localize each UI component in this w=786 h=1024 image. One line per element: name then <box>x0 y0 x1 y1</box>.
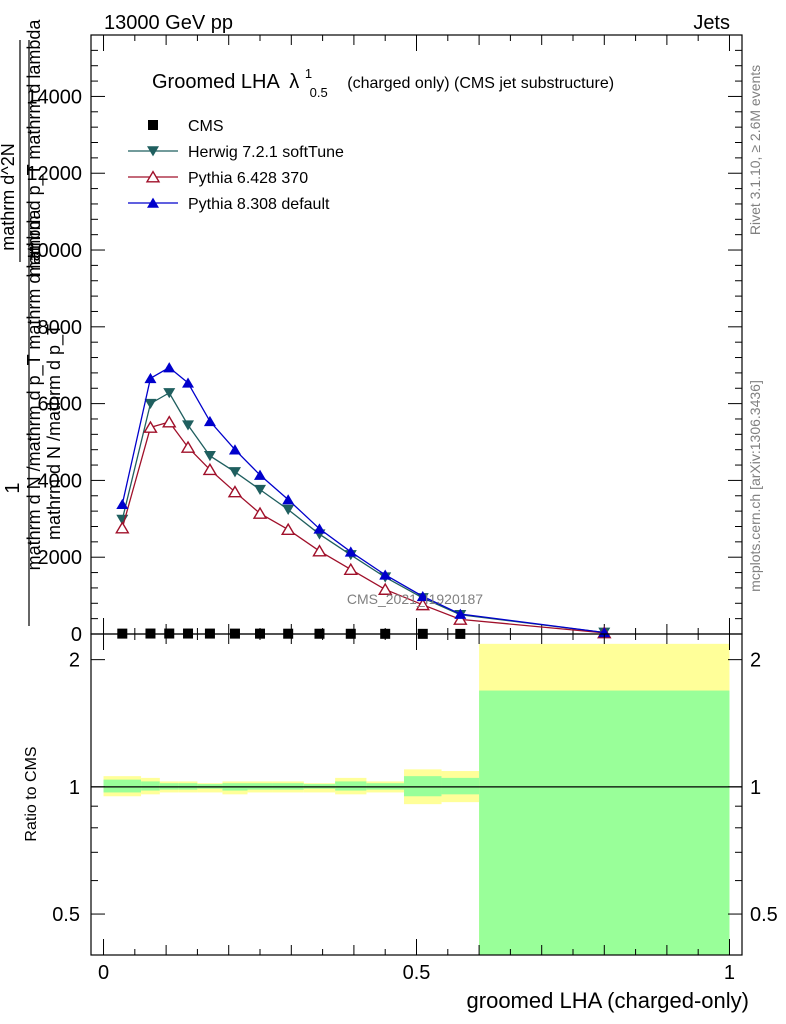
upper-y-tick-label: 4000 <box>38 470 83 492</box>
legend-label: Pythia 8.308 default <box>188 196 330 213</box>
legend-entry: Pythia 8.308 default <box>128 196 330 213</box>
ratio-band-green <box>335 781 367 791</box>
series-pythia-8-308-default <box>116 362 611 638</box>
legend-label: Herwig 7.2.1 softTune <box>188 144 344 161</box>
ratio-band-green <box>479 690 730 955</box>
series-line <box>121 391 605 634</box>
data-point <box>415 598 430 611</box>
x-tick-label: 1 <box>724 962 735 984</box>
data-point <box>454 608 467 619</box>
ratio-y-tick-label-right: 0.5 <box>750 904 778 926</box>
plot-title-rest: (charged only) (CMS jet substructure) <box>347 75 614 92</box>
rivet-version-label: Rivet 3.1.10, ≥ 2.6M events <box>747 65 763 235</box>
data-point <box>453 612 468 625</box>
data-point <box>379 569 392 580</box>
data-point <box>254 484 267 496</box>
data-point <box>416 590 429 602</box>
header-left: 13000 GeV pp <box>104 12 233 34</box>
legend-entry: Pythia 6.428 370 <box>128 170 308 187</box>
x-tick-label: 0.5 <box>403 962 431 984</box>
legend-marker <box>145 170 161 183</box>
ratio-band-green <box>103 779 142 793</box>
data-point <box>115 521 130 534</box>
x-tick-label: 0 <box>98 962 109 984</box>
ratio-y-tick-label: 2 <box>69 650 80 672</box>
data-point <box>202 462 218 476</box>
ratio-band-green <box>403 776 442 797</box>
upper-y-tick-label: 12000 <box>26 163 82 185</box>
data-point <box>182 420 195 431</box>
ratio-band-green <box>141 781 160 791</box>
ylabel-stacked-num: mathrm d^2N <box>0 143 18 250</box>
lambda-superscript: 1 <box>305 66 312 81</box>
ratio-y-tick-label: 0.5 <box>52 904 80 926</box>
data-point <box>180 440 196 453</box>
legend-marker <box>148 120 158 130</box>
legend-entry: Herwig 7.2.1 softTune <box>128 144 344 161</box>
header-right: Jets <box>693 12 730 34</box>
upper-y-tick-label: 14000 <box>26 86 82 108</box>
data-point <box>312 544 327 557</box>
mcplots-label: mcplots.cern.ch [arXiv:1306.3436] <box>747 380 763 592</box>
data-point <box>377 582 393 595</box>
data-point <box>280 522 296 536</box>
lambda-subscript: 0.5 <box>310 85 328 100</box>
legend-marker <box>147 197 159 208</box>
ylabel-den: mathrm d N /mathrm d p_T <box>44 324 65 540</box>
legend: CMS Herwig 7.2.1 softTune Pythia 6.428 370… <box>128 118 344 213</box>
data-point <box>282 504 295 515</box>
ratio-y-tick-label: 1 <box>69 777 80 799</box>
data-point <box>313 523 326 534</box>
ylabel-stacked-den: mathrm d p_T mathrm d lambda <box>24 19 45 277</box>
ratio-y-tick-labels: 0.5 0.5 1 1 2 2 <box>52 650 778 926</box>
series-pythia-6-428-370 <box>115 415 612 639</box>
analysis-watermark: CMS_2021_I1920187 <box>347 591 483 607</box>
ratio-ticks <box>91 634 742 955</box>
ratio-y-axis-label: Ratio to CMS <box>23 746 40 841</box>
data-point <box>144 372 157 384</box>
legend-label: Pythia 6.428 370 <box>188 170 308 187</box>
data-point <box>163 388 176 399</box>
upper-y-tick-label: 6000 <box>38 394 83 416</box>
data-point <box>598 627 611 638</box>
upper-y-tick-label: 8000 <box>38 317 83 339</box>
lambda-symbol: λ <box>289 71 299 93</box>
data-point <box>182 377 195 388</box>
ylabel-num-one: 1 <box>2 482 24 493</box>
data-point <box>144 398 157 410</box>
x-tick-labels: 0 0.5 1 <box>98 962 735 984</box>
data-point <box>163 362 176 373</box>
ratio-y-tick-label-right: 2 <box>750 650 761 672</box>
data-point <box>203 415 216 427</box>
legend-entry: CMS <box>148 118 224 135</box>
ratio-band-green <box>441 777 480 795</box>
legend-label: CMS <box>188 118 224 135</box>
upper-y-tick-label: 10000 <box>26 240 82 262</box>
legend-marker <box>147 146 159 157</box>
upper-y-tick-label: 0 <box>71 624 82 646</box>
plot-title: Groomed LHA λ 1 0.5 (charged only) (CMS … <box>152 61 614 102</box>
data-point <box>203 451 216 462</box>
data-point <box>254 469 267 480</box>
data-point <box>228 444 241 455</box>
data-point <box>162 415 177 428</box>
ratio-bands <box>103 643 730 955</box>
upper-y-tick-labels: 0 2000 4000 6000 8000 10000 12000 14000 <box>26 86 82 646</box>
data-point <box>252 506 268 519</box>
data-point <box>116 498 129 510</box>
data-point <box>344 546 357 557</box>
ratio-y-tick-label-right: 1 <box>750 777 761 799</box>
upper-ticks <box>91 34 742 635</box>
data-point <box>343 562 358 575</box>
x-axis-label: groomed LHA (charged-only) <box>467 988 749 1013</box>
upper-y-axis-label: 1 mathrm d N /mathrm d p_T mathrm d lamb… <box>0 19 65 626</box>
plot-title-main: Groomed LHA <box>152 71 280 93</box>
data-point <box>228 467 241 478</box>
data-point <box>143 420 158 433</box>
upper-y-tick-label: 2000 <box>38 547 83 569</box>
data-point <box>227 485 243 498</box>
data-point <box>282 494 295 505</box>
